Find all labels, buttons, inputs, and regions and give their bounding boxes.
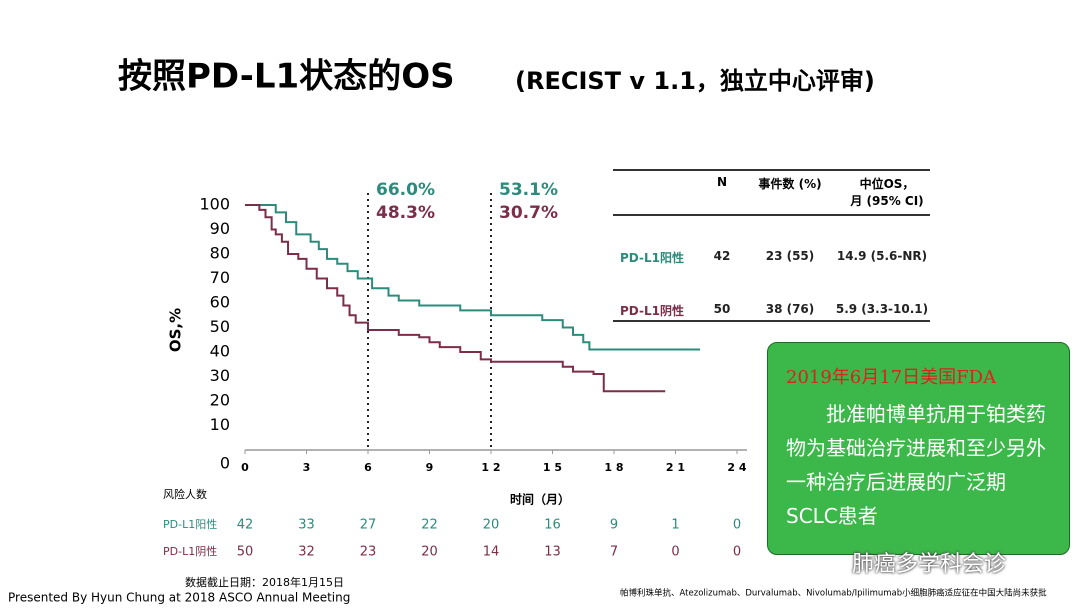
x-tick-label: 0: [241, 461, 249, 474]
presenter: Presented By Hyun Chung at 2018 ASCO Ann…: [8, 591, 350, 605]
footnote: 帕博利珠单抗、Atezolizumab、Durvalumab、Nivolumab…: [620, 588, 1047, 599]
title: 按照PD-L1状态的OS: [118, 57, 455, 97]
annotation: 48.3%: [376, 203, 435, 223]
y-tick-label: 0: [220, 454, 230, 473]
title-suffix: (RECIST v 1.1，独立中心评审): [515, 67, 875, 95]
risk-label: 风险人数: [163, 487, 207, 501]
risk-value: 0: [671, 545, 679, 560]
risk-value: 33: [298, 518, 315, 533]
table-header: N: [716, 175, 728, 189]
callout: 2019年6月17日美国FDA 批准帕博单抗用于铂类药物为基础治疗进展和至少另外…: [767, 342, 1070, 555]
y-tick-label: 70: [210, 268, 230, 287]
table-header: 事件数 (%): [758, 177, 822, 191]
watermark: 肺癌多学科会诊: [852, 552, 1007, 577]
annotation: 53.1%: [499, 180, 558, 200]
y-tick-label: 60: [210, 293, 230, 312]
survival-curve: [245, 204, 666, 393]
x-tick-label: 1 5: [543, 461, 562, 474]
x-tick-label: 2 1: [666, 461, 685, 474]
risk-value: 13: [544, 545, 561, 560]
risk-value: 7: [610, 545, 618, 560]
y-tick-label: 80: [210, 244, 230, 263]
risk-value: 0: [733, 518, 741, 533]
x-axis-label: 时间（月）: [510, 492, 570, 507]
y-tick-label: 40: [210, 342, 230, 361]
x-tick-label: 1 2: [481, 461, 500, 474]
cutoff: 数据截止日期：2018年1月15日: [185, 575, 344, 589]
y-tick-label: 100: [199, 195, 230, 214]
risk-value: 1: [671, 518, 679, 533]
y-tick-label: 10: [210, 415, 230, 434]
table-cell: PD-L1阴性: [620, 304, 684, 318]
annotation: 66.0%: [376, 180, 435, 200]
risk-value: 20: [483, 518, 500, 533]
risk-value: 23: [360, 545, 377, 560]
table-header: 中位OS， 月 (95% CI): [850, 177, 924, 208]
callout-heading: 2019年6月17日美国FDA: [786, 367, 997, 388]
table-cell: 50: [713, 302, 731, 316]
risk-value: 16: [544, 518, 561, 533]
table-cell: 38 (76): [765, 302, 815, 316]
table-cell: 23 (55): [765, 249, 815, 263]
table-cell: 14.9 (5.6-NR): [836, 249, 928, 263]
x-tick-label: 1 8: [604, 461, 623, 474]
y-tick-label: 50: [210, 317, 230, 336]
annotation: 30.7%: [499, 203, 558, 223]
x-tick-label: 3: [303, 461, 311, 474]
risk-value: 0: [733, 545, 741, 560]
risk-value: 20: [421, 545, 438, 560]
risk-row-name: PD-L1阴性: [163, 544, 217, 558]
risk-row-name: PD-L1阳性: [163, 517, 217, 531]
callout-body: 批准帕博单抗用于铂类药物为基础治疗进展和至少另外一种治疗后进展的广泛期SCLC患…: [786, 402, 1046, 528]
table-cell: 5.9 (3.3-10.1): [835, 302, 929, 316]
survival-curve: [245, 204, 701, 351]
risk-value: 32: [298, 545, 315, 560]
y-tick-label: 30: [210, 366, 230, 385]
risk-value: 42: [237, 518, 254, 533]
x-tick-label: 6: [364, 461, 372, 474]
x-tick-label: 9: [426, 461, 434, 474]
table-cell: 42: [713, 249, 731, 263]
risk-value: 50: [237, 545, 254, 560]
risk-value: 14: [483, 545, 500, 560]
y-tick-label: 20: [210, 391, 230, 410]
risk-value: 27: [360, 518, 377, 533]
risk-value: 9: [610, 518, 618, 533]
y-tick-label: 90: [210, 219, 230, 238]
risk-value: 22: [421, 518, 438, 533]
table-cell: PD-L1阳性: [620, 251, 684, 265]
x-tick-label: 2 4: [727, 461, 746, 474]
y-axis-label: OS,%: [167, 308, 185, 352]
